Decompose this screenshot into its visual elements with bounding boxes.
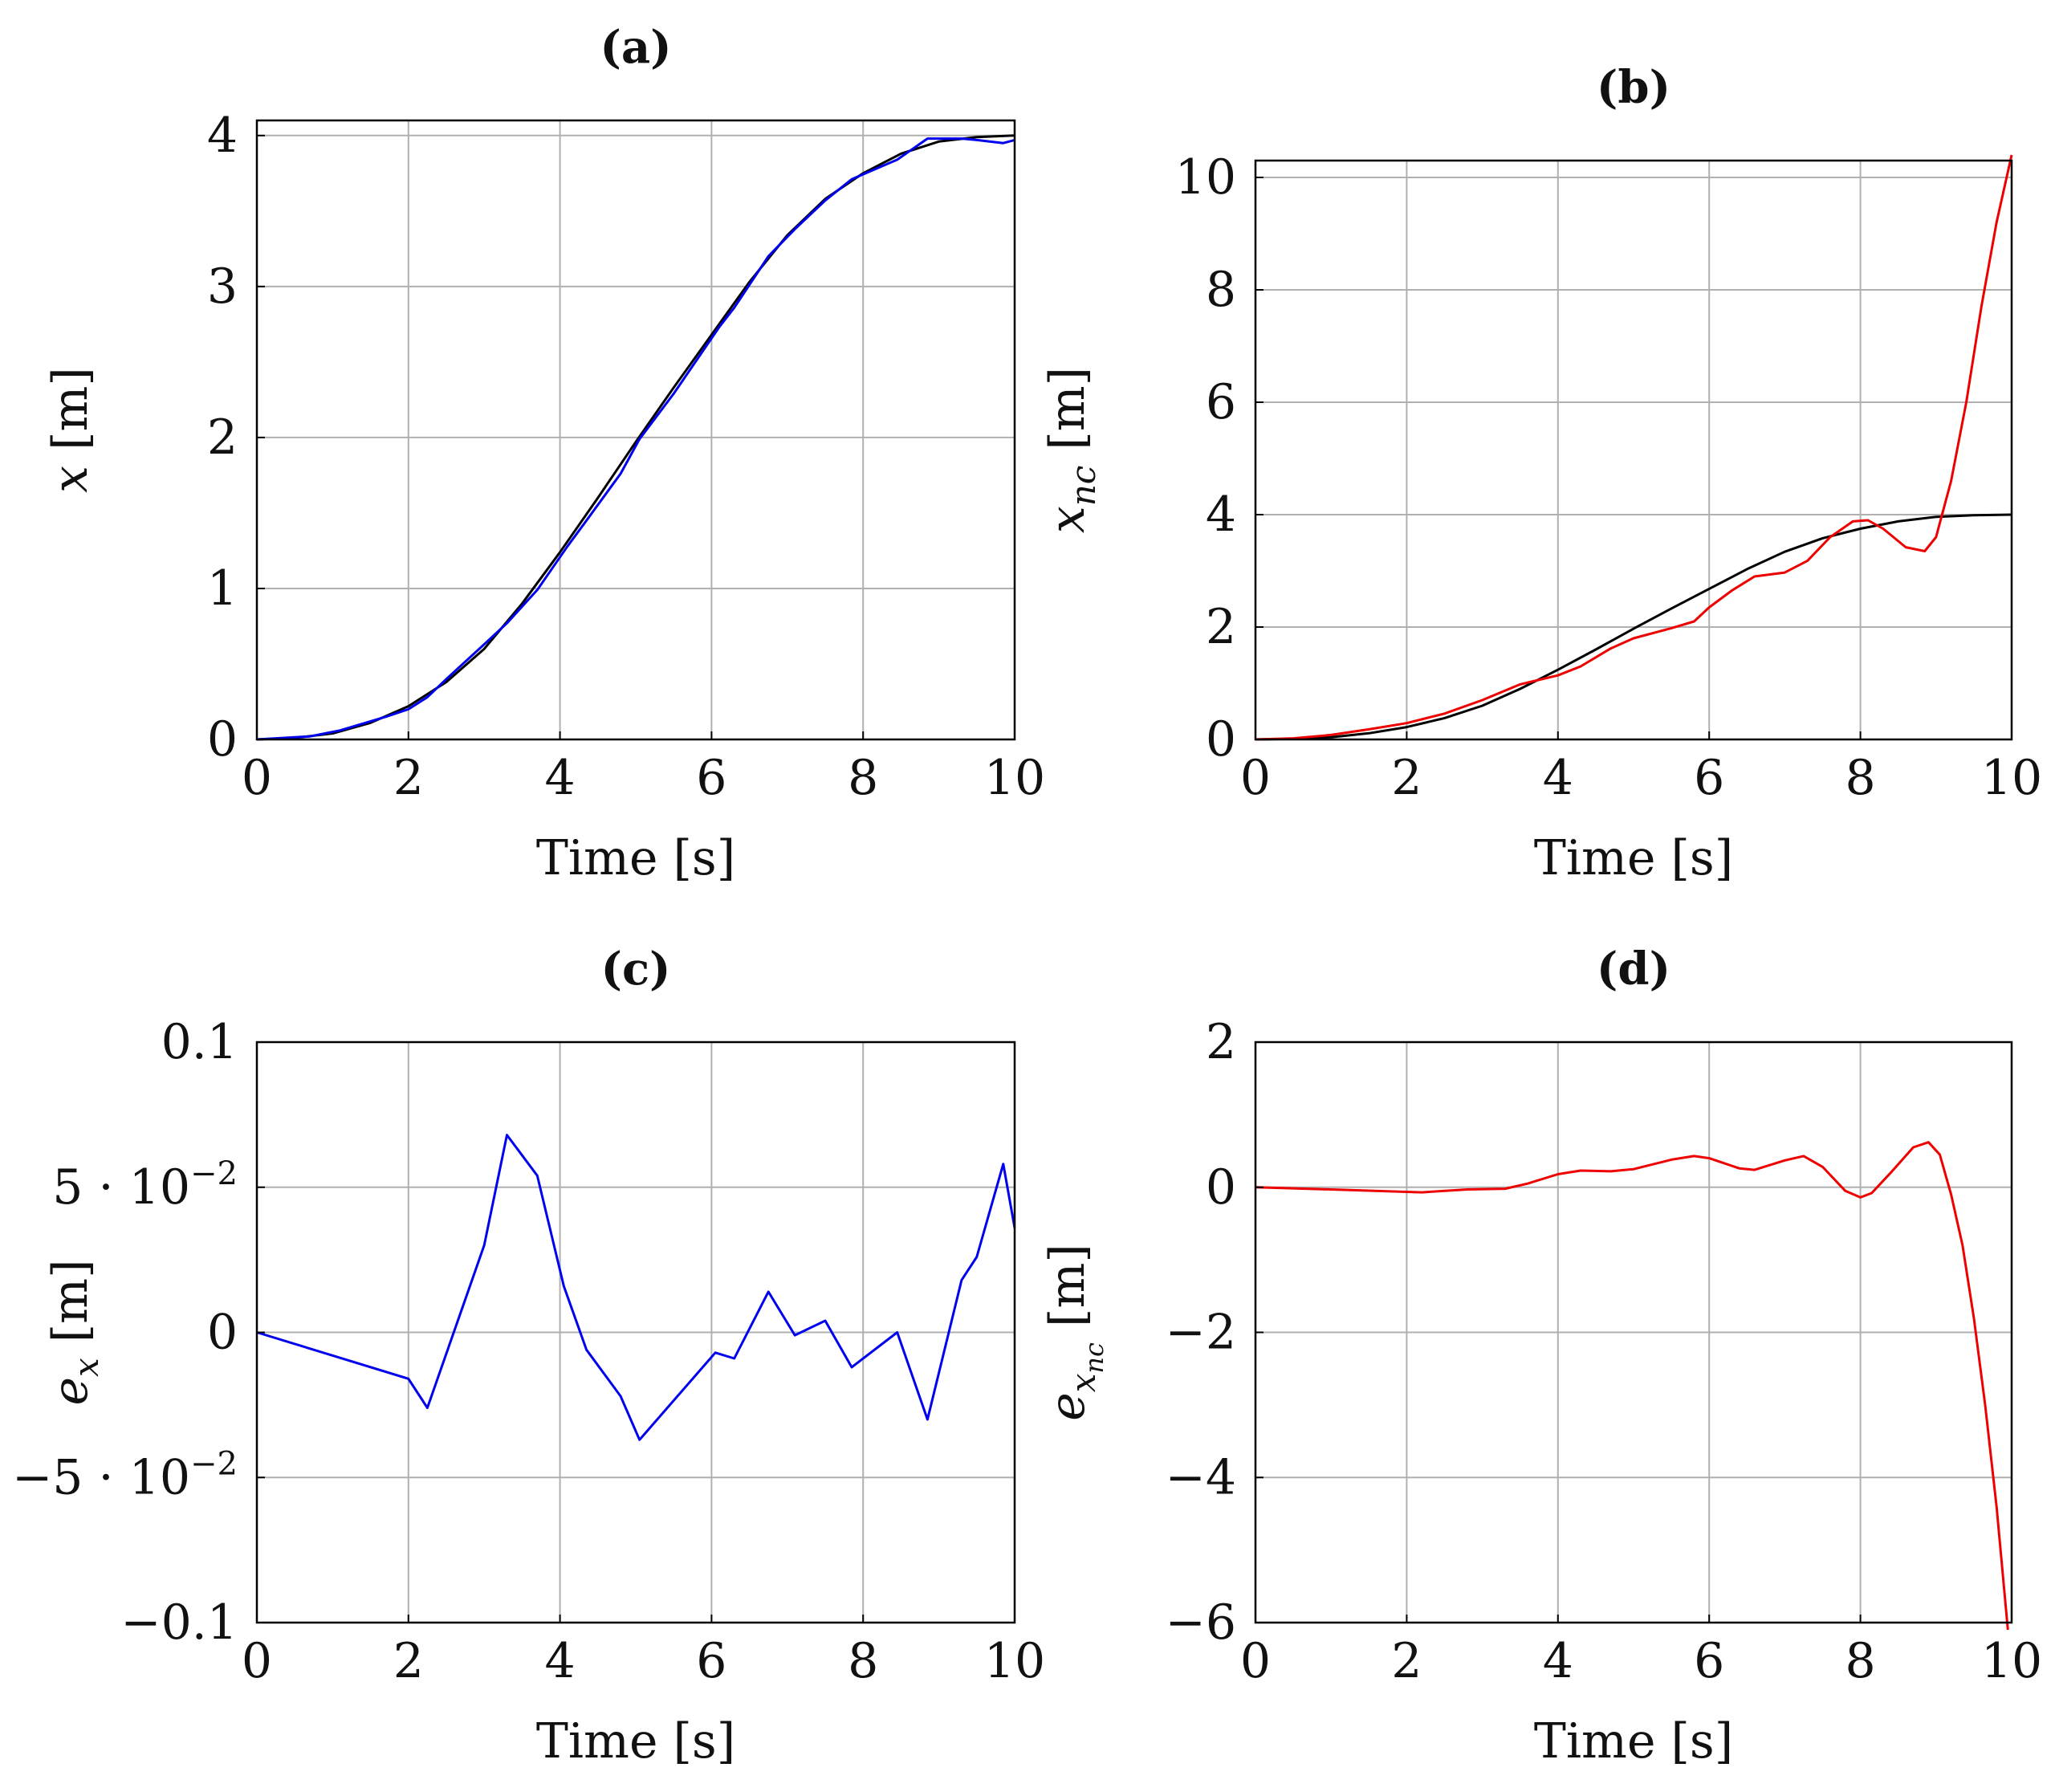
y-tick-label: 4 bbox=[1206, 487, 1236, 543]
x-tick-label: 2 bbox=[393, 750, 424, 806]
plot-frame bbox=[1254, 159, 2013, 741]
y-tick-label: 5 · 10−2 bbox=[52, 1155, 238, 1216]
y-axis-label: x [m] bbox=[43, 367, 99, 493]
y-tick-label: −5 · 10−2 bbox=[12, 1445, 238, 1505]
y-tick-label: 0 bbox=[207, 1305, 238, 1361]
y-axis-label: xnc [m] bbox=[1040, 367, 1103, 533]
x-tick-label: 10 bbox=[1981, 750, 2042, 806]
x-tick-label: 2 bbox=[1391, 750, 1422, 806]
x-axis-label: Time [s] bbox=[1534, 1713, 1733, 1770]
y-tick-label: 2 bbox=[207, 409, 238, 466]
x-tick-label: 8 bbox=[848, 1633, 878, 1689]
x-tick-label: 4 bbox=[1543, 1633, 1573, 1689]
x-tick-label: 8 bbox=[848, 750, 878, 806]
chart-b: 0 2 4 6 8 10 0 2 4 6 8 10 (b) Time [s] xnc [m] bbox=[1040, 61, 2042, 886]
series-line-error-no-compensation bbox=[1255, 1141, 2009, 1631]
chart-title: (d) bbox=[1597, 943, 1670, 996]
y-tick-label: 4 bbox=[207, 108, 238, 164]
y-tick-label: 2 bbox=[1206, 599, 1236, 655]
y-tick-label: 6 bbox=[1206, 374, 1236, 430]
x-tick-label: 0 bbox=[242, 750, 272, 806]
x-axis-label: Time [s] bbox=[536, 830, 735, 886]
x-tick-label: 4 bbox=[1543, 750, 1573, 806]
x-tick-label: 0 bbox=[1240, 750, 1271, 806]
x-tick-label: 6 bbox=[696, 1633, 726, 1689]
y-tick-label: 10 bbox=[1175, 149, 1236, 206]
y-tick-label: 0 bbox=[1206, 711, 1236, 768]
series-line-no-compensation bbox=[1255, 154, 2013, 741]
x-axis-label: Time [s] bbox=[1534, 830, 1733, 886]
chart-d: 0 2 4 6 8 10 −6 −4 −2 0 2 (d) Time [s] exnc [m] bbox=[1040, 943, 2042, 1770]
y-tick-label: 0 bbox=[1206, 1159, 1236, 1216]
x-tick-label: 10 bbox=[1981, 1633, 2042, 1689]
x-tick-label: 10 bbox=[984, 1633, 1045, 1689]
x-tick-label: 2 bbox=[1391, 1633, 1422, 1689]
x-tick-label: 2 bbox=[393, 1633, 424, 1689]
chart-a: 0 2 4 6 8 10 0 1 2 3 4 (a) Time [s] x [m] bbox=[43, 21, 1045, 886]
y-tick-label: 2 bbox=[1206, 1014, 1236, 1070]
y-tick-label: −6 bbox=[1166, 1594, 1236, 1651]
y-tick-label: 8 bbox=[1206, 262, 1236, 318]
x-axis-label: Time [s] bbox=[536, 1713, 735, 1770]
y-tick-label: −0.1 bbox=[120, 1594, 238, 1651]
y-tick-label: 0 bbox=[207, 711, 238, 768]
x-tick-label: 8 bbox=[1845, 1633, 1876, 1689]
y-tick-label: −2 bbox=[1166, 1305, 1236, 1361]
x-tick-label: 8 bbox=[1845, 750, 1876, 806]
series-line-tracked bbox=[256, 137, 1015, 741]
x-tick-label: 6 bbox=[1694, 1633, 1724, 1689]
y-tick-label: 1 bbox=[207, 560, 238, 617]
y-tick-label: −4 bbox=[1166, 1449, 1236, 1505]
x-tick-label: 6 bbox=[1694, 750, 1724, 806]
x-tick-label: 4 bbox=[545, 1633, 576, 1689]
y-axis-label: ex [m] bbox=[43, 1260, 106, 1406]
x-tick-label: 0 bbox=[1240, 1633, 1271, 1689]
x-tick-label: 0 bbox=[242, 1633, 272, 1689]
chart-title: (c) bbox=[600, 943, 670, 996]
y-tick-label: 3 bbox=[207, 259, 238, 315]
x-tick-label: 6 bbox=[696, 750, 726, 806]
series-line-error bbox=[256, 1134, 1016, 1441]
x-tick-label: 4 bbox=[545, 750, 576, 806]
x-tick-label: 10 bbox=[984, 750, 1045, 806]
y-tick-label: 0.1 bbox=[161, 1014, 238, 1070]
chart-title: (a) bbox=[600, 21, 671, 74]
chart-title: (b) bbox=[1597, 61, 1670, 114]
series-line-reference bbox=[1255, 513, 2012, 741]
y-axis-label: exnc [m] bbox=[1040, 1244, 1109, 1421]
plot-frame bbox=[255, 119, 1016, 741]
chart-c: 0 2 4 6 8 10 −0.1 −5 · 10−2 0 5 · 10−2 0.1 (c) Time … bbox=[12, 943, 1045, 1770]
